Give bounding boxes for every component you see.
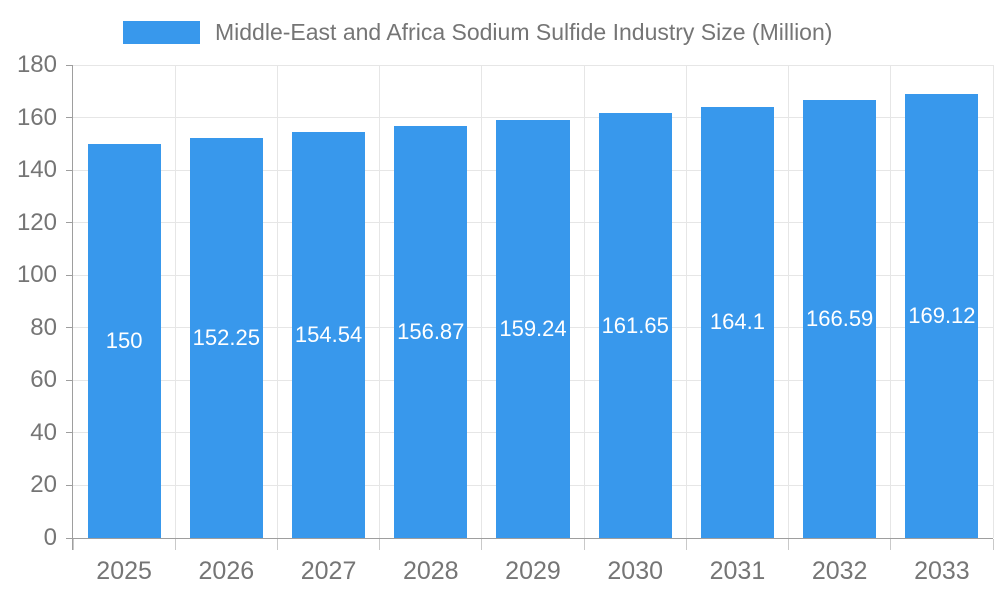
x-axis-tick	[379, 539, 381, 550]
bar[interactable]: 164.1	[700, 106, 774, 538]
x-axis-tick	[890, 539, 892, 550]
legend-label: Middle-East and Africa Sodium Sulfide In…	[215, 19, 833, 45]
bar[interactable]: 159.24	[496, 119, 570, 538]
bar[interactable]: 154.54	[292, 131, 366, 538]
x-axis-category-label: 2032	[811, 557, 868, 585]
x-axis-tick	[276, 539, 278, 550]
x-axis-tick	[481, 539, 483, 550]
x-axis-category-label: 2027	[300, 557, 357, 585]
bar-value-label: 154.54	[294, 321, 363, 347]
y-axis-tick	[66, 327, 73, 329]
x-axis-category-label: 2026	[198, 557, 255, 585]
x-axis-tick	[72, 539, 74, 550]
x-axis-tick	[992, 539, 994, 550]
y-axis-tick-label: 140	[16, 156, 57, 184]
x-axis-tick	[174, 539, 176, 550]
x-axis-tick	[583, 539, 585, 550]
y-axis-tick-label: 120	[16, 208, 57, 236]
legend-swatch	[123, 21, 200, 44]
x-axis-tick	[788, 539, 790, 550]
x-gridline	[174, 65, 176, 538]
bar-value-label: 169.12	[908, 302, 976, 328]
y-axis-tick	[66, 537, 73, 539]
x-gridline	[788, 65, 790, 538]
bar[interactable]: 161.65	[598, 113, 672, 538]
bar[interactable]: 166.59	[803, 100, 877, 538]
y-axis-tick-label: 80	[30, 313, 57, 341]
x-gridline	[685, 65, 687, 538]
bar[interactable]: 152.25	[189, 137, 263, 538]
x-axis-baseline	[73, 538, 993, 539]
y-axis-tick	[66, 117, 73, 119]
x-axis-category-label: 2031	[709, 557, 766, 585]
x-axis-category-label: 2030	[607, 557, 664, 585]
bar[interactable]: 150	[87, 143, 161, 538]
plot-area: 0 20 40 60 80 100 120 140 160 180 150 2025 152.25 202…	[17, 51, 994, 585]
x-gridline	[379, 65, 381, 538]
y-axis-tick	[66, 484, 73, 486]
x-axis-tick	[685, 539, 687, 550]
y-axis-tick	[66, 379, 73, 381]
y-axis-tick-label: 20	[30, 471, 57, 499]
bar-value-label: 166.59	[806, 306, 874, 332]
x-gridline	[890, 65, 892, 538]
y-axis-tick-label: 160	[16, 103, 57, 131]
y-axis-line	[72, 65, 73, 550]
bar-value-label: 150	[105, 327, 143, 353]
bar-value-label: 152.25	[192, 324, 260, 350]
legend-item[interactable]: Middle-East and Africa Sodium Sulfide In…	[123, 19, 832, 46]
y-axis-tick	[66, 274, 73, 276]
x-gridline	[583, 65, 585, 538]
x-gridline	[276, 65, 278, 538]
y-axis-tick	[66, 432, 73, 434]
y-axis-tick-label: 40	[30, 418, 57, 446]
x-axis-category-label: 2025	[96, 557, 152, 585]
y-gridline	[73, 117, 993, 119]
bar-value-label: 156.87	[397, 318, 465, 344]
bar-value-label: 159.24	[499, 315, 567, 341]
y-axis-tick-label: 0	[43, 524, 57, 551]
x-gridline	[481, 65, 483, 538]
x-axis-category-label: 2028	[402, 557, 459, 585]
y-axis-tick	[66, 64, 73, 66]
x-axis-category-label: 2029	[505, 557, 561, 585]
bar-value-label: 161.65	[601, 312, 669, 338]
y-axis-tick-label: 180	[16, 51, 57, 78]
x-gridline	[992, 65, 994, 538]
bar-value-label: 164.1	[709, 309, 765, 335]
y-axis-tick	[66, 222, 73, 224]
x-axis-category-label: 2033	[914, 557, 970, 585]
y-axis-tick	[66, 169, 73, 171]
y-gridline	[73, 64, 993, 66]
y-axis-tick-label: 100	[16, 261, 57, 289]
y-axis-tick-label: 60	[30, 366, 57, 394]
bar[interactable]: 156.87	[394, 125, 468, 538]
bar[interactable]: 169.12	[905, 93, 979, 538]
